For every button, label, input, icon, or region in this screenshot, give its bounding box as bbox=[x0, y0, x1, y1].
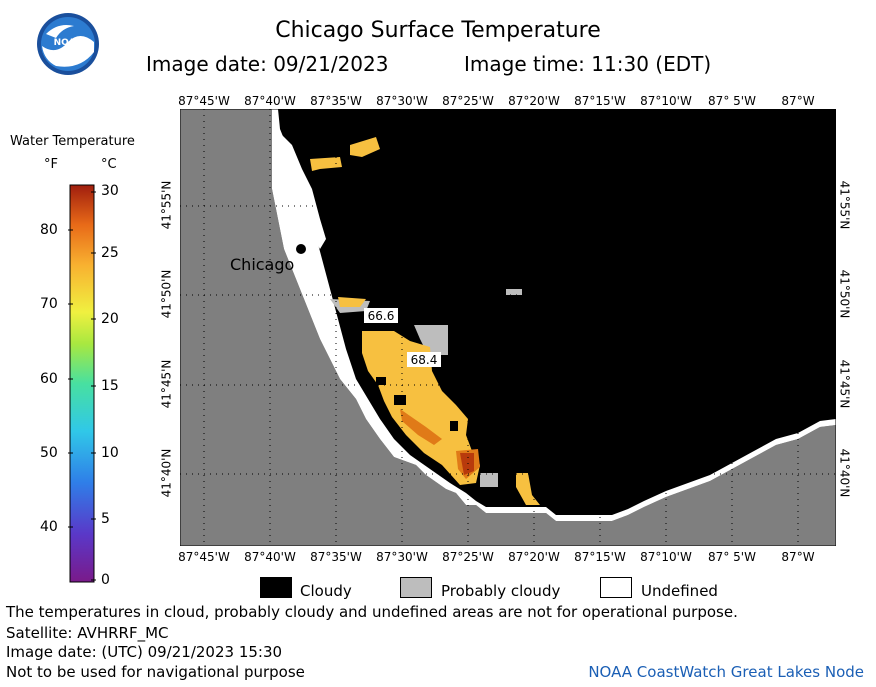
c-tick: 30 bbox=[101, 183, 119, 199]
lon-label: 87°30'W bbox=[376, 94, 428, 108]
temp-label-box bbox=[364, 308, 398, 323]
lon-label: 87° 5'W bbox=[708, 94, 756, 108]
warm-water-patch bbox=[338, 297, 366, 307]
legend-label-probably-cloudy: Probably cloudy bbox=[441, 582, 561, 600]
cloud-speck bbox=[450, 421, 458, 431]
cloud-speck bbox=[376, 377, 386, 385]
lon-label: 87°35'W bbox=[310, 550, 362, 564]
noaa-logo: NOAA bbox=[37, 13, 99, 75]
undefined-north-coast bbox=[276, 129, 326, 249]
lat-label: 41°40'N bbox=[837, 448, 852, 498]
lon-label: 87°20'W bbox=[508, 94, 560, 108]
lat-label: 41°40'N bbox=[159, 448, 174, 498]
c-tick: 20 bbox=[101, 311, 119, 327]
probably-cloudy-patch bbox=[414, 325, 448, 355]
lon-label: 87°W bbox=[781, 94, 815, 108]
warm-water-patch bbox=[516, 473, 540, 505]
footer-utc-date: Image date: (UTC) 09/21/2023 15:30 bbox=[6, 643, 283, 661]
probably-cloudy-patch bbox=[480, 473, 498, 487]
page-title: Chicago Surface Temperature bbox=[275, 18, 601, 43]
cloud-speck bbox=[394, 395, 406, 405]
lat-label: 41°55'N bbox=[837, 180, 852, 230]
temp-label-2: 68.4 bbox=[411, 353, 438, 367]
lon-label: 87°25'W bbox=[442, 94, 494, 108]
scale-title: Water Temperature bbox=[10, 134, 135, 149]
scale-unit-f: °F bbox=[44, 157, 58, 172]
c-tick: 0 bbox=[101, 572, 110, 588]
temp-label-box bbox=[407, 352, 441, 367]
lon-label: 87°W bbox=[781, 550, 815, 564]
image-date: Image date: 09/21/2023 bbox=[146, 52, 389, 76]
footer-note: The temperatures in cloud, probably clou… bbox=[6, 603, 738, 621]
footer-navigation-warning: Not to be used for navigational purpose bbox=[6, 663, 305, 681]
f-tick: 70 bbox=[40, 296, 58, 312]
lon-label: 87°35'W bbox=[310, 94, 362, 108]
lat-label: 41°50'N bbox=[837, 269, 852, 319]
f-tick: 50 bbox=[40, 445, 58, 461]
scale-unit-c: °C bbox=[101, 157, 117, 172]
c-tick: 15 bbox=[101, 378, 119, 394]
lon-label: 87°15'W bbox=[574, 94, 626, 108]
chicago-marker bbox=[296, 244, 306, 254]
f-tick: 60 bbox=[40, 371, 58, 387]
lon-label: 87° 5'W bbox=[708, 550, 756, 564]
f-tick: 80 bbox=[40, 222, 58, 238]
temperature-color-bar bbox=[68, 184, 96, 583]
warm-water-patch bbox=[310, 157, 342, 171]
legend-swatch-probably-cloudy bbox=[400, 577, 432, 598]
lon-label: 87°45'W bbox=[178, 550, 230, 564]
lon-label: 87°30'W bbox=[376, 550, 428, 564]
legend-label-cloudy: Cloudy bbox=[300, 582, 352, 600]
legend-label-undefined: Undefined bbox=[641, 582, 718, 600]
lon-label: 87°40'W bbox=[244, 550, 296, 564]
lon-label: 87°20'W bbox=[508, 550, 560, 564]
temperature-map: Chicago 66.6 68.4 bbox=[180, 109, 836, 546]
probably-cloudy-patch bbox=[506, 289, 522, 295]
lat-label: 41°50'N bbox=[159, 269, 174, 319]
warm-water-region bbox=[362, 331, 480, 485]
c-tick: 5 bbox=[101, 511, 110, 527]
lon-label: 87°40'W bbox=[244, 94, 296, 108]
footer-credit: NOAA CoastWatch Great Lakes Node bbox=[588, 663, 864, 681]
c-tick: 10 bbox=[101, 445, 119, 461]
noaa-logo-text: NOAA bbox=[54, 38, 83, 48]
image-time: Image time: 11:30 (EDT) bbox=[464, 52, 712, 76]
lat-label: 41°45'N bbox=[159, 359, 174, 409]
hot-water-region bbox=[400, 409, 442, 445]
c-tick: 25 bbox=[101, 245, 119, 261]
lon-label: 87°45'W bbox=[178, 94, 230, 108]
lat-label: 41°45'N bbox=[837, 359, 852, 409]
warm-water-patch bbox=[350, 137, 380, 157]
legend-swatch-undefined bbox=[600, 577, 632, 598]
lon-label: 87°10'W bbox=[640, 94, 692, 108]
footer-satellite: Satellite: AVHRRF_MC bbox=[6, 624, 169, 642]
lat-label: 41°55'N bbox=[159, 180, 174, 230]
city-label-chicago: Chicago bbox=[230, 255, 294, 274]
lon-label: 87°15'W bbox=[574, 550, 626, 564]
legend-swatch-cloudy bbox=[260, 577, 292, 598]
lon-label: 87°10'W bbox=[640, 550, 692, 564]
lon-label: 87°25'W bbox=[442, 550, 494, 564]
hottest-water-region bbox=[460, 453, 474, 475]
temp-label-1: 66.6 bbox=[368, 309, 395, 323]
graticule bbox=[180, 109, 836, 546]
f-tick: 40 bbox=[40, 519, 58, 535]
